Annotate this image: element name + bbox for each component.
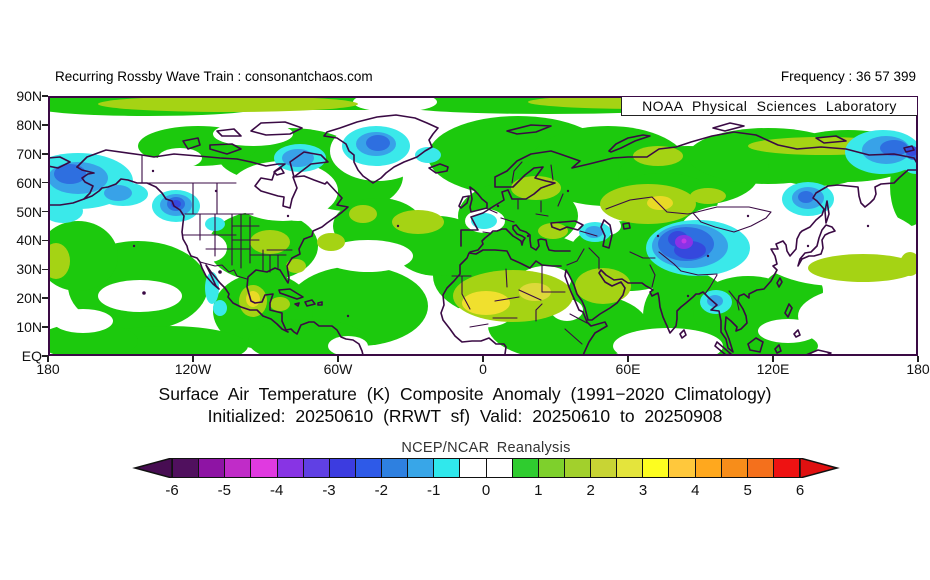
lon-tick-mark xyxy=(917,356,919,362)
noaa-watermark: NOAA Physical Sciences Laboratory xyxy=(621,97,917,116)
contour-specks xyxy=(132,169,870,318)
colorbar-tick-label: 1 xyxy=(534,482,543,499)
lat-tick-label: 10N xyxy=(16,319,42,336)
lon-tick-label: 60W xyxy=(323,361,353,377)
colorbar-tick-label: 4 xyxy=(691,482,700,499)
colorbar-tick-label: -3 xyxy=(322,482,336,499)
chart-subtitle: Initialized: 20250610 (RRWT sf) Valid: 2… xyxy=(207,406,723,426)
lat-tick-mark xyxy=(42,326,48,328)
lat-tick-label: EQ xyxy=(21,348,42,364)
colorbar-cell xyxy=(199,459,226,477)
colorbar-right-arrow xyxy=(800,458,840,478)
colorbar-tick-label: 0 xyxy=(481,482,491,499)
lon-tick-mark xyxy=(627,356,629,362)
lat-tick-label: 30N xyxy=(16,261,42,278)
lon-tick-label: 120W xyxy=(174,361,212,377)
lon-tick-label: 180 xyxy=(906,361,930,377)
colorbar-cell xyxy=(460,459,487,477)
coastlines xyxy=(48,114,918,356)
colorbar-tick-label: 5 xyxy=(743,482,752,499)
anomaly-map xyxy=(48,96,918,356)
colorbar-cell xyxy=(329,459,356,477)
colorbar-cell xyxy=(695,459,722,477)
lat-tick-mark xyxy=(42,153,48,155)
colorbar-cell xyxy=(434,459,461,477)
colorbar-cell xyxy=(591,459,618,477)
lon-tick-mark xyxy=(772,356,774,362)
colorbar-tick-label: -6 xyxy=(165,482,179,499)
lat-tick-label: 60N xyxy=(16,174,42,191)
lon-tick-mark xyxy=(337,356,339,362)
colorbar-cell xyxy=(225,459,252,477)
lon-tick-mark xyxy=(192,356,194,362)
colorbar-cell xyxy=(564,459,591,477)
lat-tick-label: 50N xyxy=(16,203,42,220)
colorbar-tick-label: 3 xyxy=(638,482,648,499)
lon-tick-label: 120E xyxy=(756,361,790,377)
colorbar-cell xyxy=(669,459,696,477)
lon-tick-label: 0 xyxy=(479,361,487,377)
lon-tick-mark xyxy=(482,356,484,362)
colorbar-cell xyxy=(617,459,644,477)
lat-tick-label: 20N xyxy=(16,290,42,307)
colorbar-cell xyxy=(173,459,200,477)
colorbar-cell xyxy=(251,459,278,477)
colorbar-tick-label: -1 xyxy=(426,482,441,499)
border-lines xyxy=(141,154,772,345)
lat-tick-label: 90N xyxy=(16,88,42,104)
colorbar-cell xyxy=(408,459,435,477)
frequency-label: Frequency : 36 57 399 xyxy=(780,69,916,84)
lon-tick-label: 180 xyxy=(36,361,60,377)
colorbar-tick-label: -4 xyxy=(269,482,284,499)
colorbar-tick-label: 2 xyxy=(586,482,595,499)
colorbar-cell xyxy=(303,459,330,477)
lat-tick-mark xyxy=(42,355,48,357)
chart-title: Surface Air Temperature (K) Composite An… xyxy=(158,384,772,404)
colorbar xyxy=(172,458,800,478)
colorbar-left-arrow xyxy=(132,458,172,478)
lat-tick-mark xyxy=(42,124,48,126)
colorbar-cell xyxy=(486,459,513,477)
lat-tick-label: 70N xyxy=(16,145,42,162)
colorbar-cell xyxy=(773,459,799,477)
colorbar-tick-label: -5 xyxy=(217,482,231,499)
lat-tick-mark xyxy=(42,268,48,271)
colorbar-source-label: NCEP/NCAR Reanalysis xyxy=(401,440,571,456)
colorbar-cell xyxy=(382,459,409,477)
lat-tick-mark xyxy=(42,297,48,299)
colorbar-cell xyxy=(643,459,670,477)
colorbar-tick-label: 6 xyxy=(795,482,805,499)
colorbar-cell xyxy=(747,459,774,477)
page-header-left: Recurring Rossby Wave Train : consonantc… xyxy=(55,69,373,84)
colorbar-cell xyxy=(355,459,382,477)
lon-tick-label: 60E xyxy=(615,361,641,377)
lat-tick-mark xyxy=(42,181,48,184)
colorbar-cell xyxy=(512,459,539,477)
colorbar-tick-label: -2 xyxy=(374,482,388,499)
lat-tick-mark xyxy=(42,210,48,213)
lat-tick-mark xyxy=(42,95,48,97)
colorbar-cell xyxy=(721,459,748,477)
lon-tick-mark xyxy=(47,356,49,362)
lat-tick-label: 80N xyxy=(16,116,42,133)
colorbar-cell xyxy=(277,459,304,477)
lat-tick-label: 40N xyxy=(16,232,42,249)
colorbar-cell xyxy=(538,459,565,477)
lat-tick-mark xyxy=(42,239,48,242)
map-frame xyxy=(48,96,918,356)
